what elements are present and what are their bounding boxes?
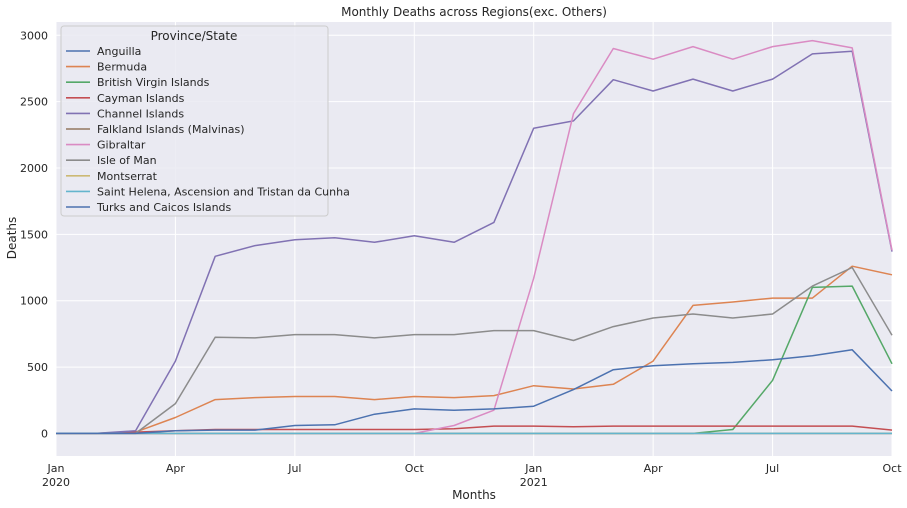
y-tick-label: 3000	[20, 29, 48, 42]
legend-label: Turks and Caicos Islands	[96, 201, 232, 214]
legend-label: Cayman Islands	[97, 92, 185, 105]
series-line-isle-of-man	[56, 266, 893, 435]
y-tick-label: 500	[27, 361, 48, 374]
x-tick-label: Jul	[765, 462, 779, 475]
y-tick-label: 1500	[20, 228, 48, 241]
legend-label: Montserrat	[97, 170, 158, 183]
legend-label: Anguilla	[97, 45, 141, 58]
legend-label: Isle of Man	[97, 154, 157, 167]
x-tick-year-label: 2021	[520, 476, 548, 489]
y-tick-label: 1000	[20, 295, 48, 308]
series-line-channel-islands	[56, 50, 893, 435]
x-tick-label: Jan	[47, 462, 65, 475]
legend-label: Gibraltar	[97, 139, 146, 152]
legend-label: Saint Helena, Ascension and Tristan da C…	[97, 185, 350, 198]
series-lines	[56, 39, 893, 435]
x-tick-label: Apr	[166, 462, 186, 475]
x-axis-label: Months	[452, 488, 496, 502]
chart-title: Monthly Deaths across Regions(exc. Other…	[341, 5, 607, 19]
x-tick-year-label: 2020	[42, 476, 70, 489]
y-tick-labels: 0 500 1000 1500 2000 2500 3000	[20, 29, 48, 440]
legend-label: Falkland Islands (Malvinas)	[97, 123, 245, 136]
series-line-bermuda	[56, 265, 893, 435]
legend-label: British Virgin Islands	[97, 76, 210, 89]
y-axis-label: Deaths	[5, 217, 19, 260]
series-line-turks-and-caicos-islands	[56, 349, 893, 435]
x-tick-label: Oct	[405, 462, 425, 475]
legend: Province/State Anguilla Bermuda British Vi…	[60, 25, 350, 217]
y-tick-label: 0	[41, 427, 48, 440]
y-tick-label: 2000	[20, 162, 48, 175]
legend-title: Province/State	[151, 29, 238, 43]
legend-box	[60, 25, 329, 217]
legend-label: Channel Islands	[97, 107, 184, 120]
y-tick-label: 2500	[20, 96, 48, 109]
legend-label: Bermuda	[97, 61, 147, 74]
x-tick-label: Apr	[644, 462, 664, 475]
x-tick-label: Jan	[524, 462, 542, 475]
x-tick-label: Oct	[882, 462, 902, 475]
x-tick-label: Jul	[287, 462, 301, 475]
